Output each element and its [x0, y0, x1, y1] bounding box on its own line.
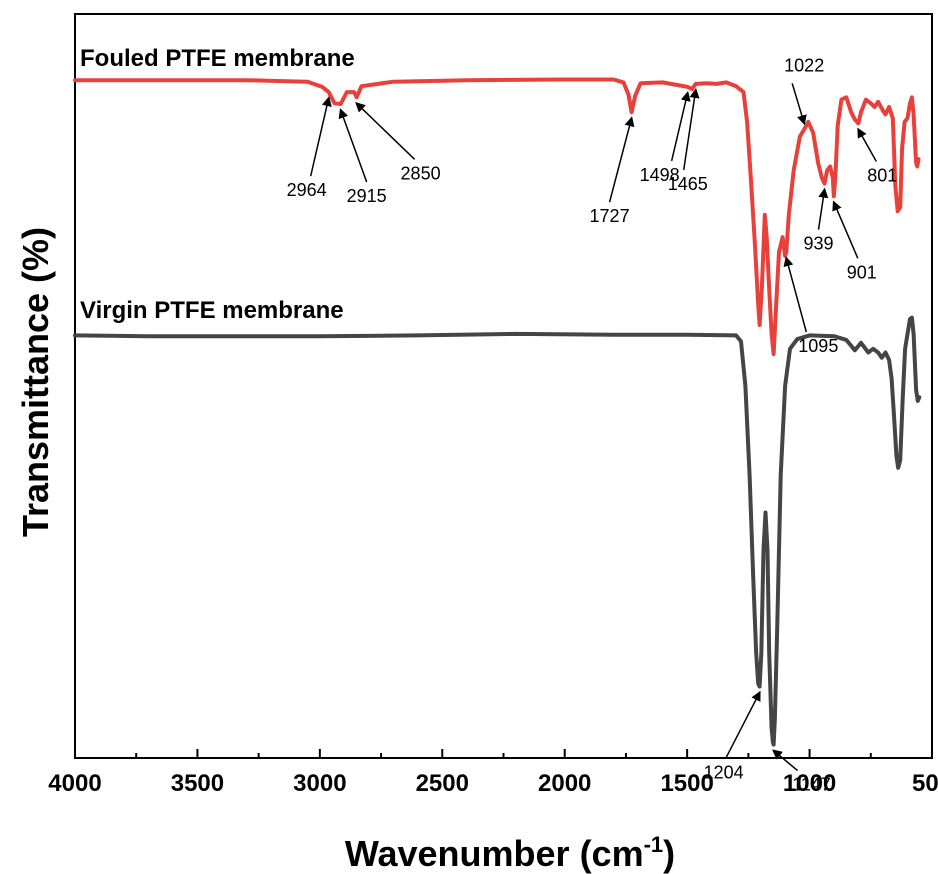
plot-border: [74, 13, 933, 759]
peak-annotation-1147: 1147: [772, 749, 831, 795]
y-axis-title: Transmittance (%): [15, 227, 56, 537]
peak-arrow: [682, 87, 700, 171]
x-tick-label: 4000: [48, 770, 101, 797]
series-line-fouled: [73, 77, 921, 356]
x-tick-label: 1000: [783, 770, 836, 797]
peak-arrow: [309, 96, 332, 177]
x-tick-label: 1500: [660, 770, 713, 797]
peak-label: 1147: [792, 775, 831, 795]
x-axis-tick-labels: 4000 3500 3000 2500 2000 1500 1000 500: [48, 770, 938, 797]
peak-arrow: [817, 187, 829, 230]
series-lines: [73, 77, 922, 747]
peak-annotation-801: 801: [857, 127, 897, 185]
peak-label: 2964: [287, 180, 327, 200]
x-tick-label: 500: [912, 770, 938, 797]
peak-label: 1465: [668, 174, 708, 194]
peak-label: 1727: [590, 206, 630, 226]
x-axis-title: Wavenumber (cm-1): [345, 832, 675, 874]
peak-annotation-2915: 2915: [338, 108, 387, 206]
peak-annotation-1095: 1095: [783, 256, 838, 356]
series-line-virgin: [73, 315, 922, 747]
peak-annotation-1498: 1498: [640, 90, 691, 185]
plot-frame: [74, 13, 933, 759]
peak-annotation-2850: 2850: [355, 101, 441, 183]
peak-label: 2915: [347, 186, 387, 206]
peak-annotation-1022: 1022: [784, 55, 824, 126]
peak-arrow: [355, 101, 416, 160]
series-labels: Fouled PTFE membrane Virgin PTFE membrane: [80, 45, 355, 324]
peak-label: 1022: [784, 55, 824, 75]
peak-label: 2850: [401, 163, 441, 183]
peak-label: 1498: [640, 165, 680, 185]
peak-arrow: [832, 200, 859, 259]
peak-arrow: [724, 690, 761, 759]
peak-annotation-901: 901: [832, 200, 877, 282]
peak-annotation-1465: 1465: [668, 87, 708, 194]
x-tick-label: 2500: [416, 770, 469, 797]
peak-arrow: [338, 108, 368, 183]
peak-arrow: [857, 127, 877, 162]
x-tick-label: 2000: [538, 770, 591, 797]
peak-label: 939: [803, 234, 833, 254]
peak-arrow: [783, 256, 808, 333]
peak-arrow: [791, 83, 807, 126]
peak-annotation-939: 939: [803, 187, 834, 254]
peak-label: 1095: [798, 336, 838, 356]
series-label-virgin: Virgin PTFE membrane: [80, 297, 344, 324]
peak-label: 801: [867, 165, 897, 185]
x-tick-label: 3000: [293, 770, 346, 797]
peak-annotation-2964: 2964: [287, 96, 332, 200]
x-axis-title-superscript: -1: [644, 832, 664, 857]
peak-arrow: [772, 749, 799, 772]
x-tick-label: 3500: [171, 770, 224, 797]
peak-label: 1204: [704, 763, 744, 783]
peak-annotation-1204: 1204: [704, 690, 761, 783]
series-label-fouled: Fouled PTFE membrane: [80, 45, 355, 72]
peak-label: 901: [847, 262, 877, 282]
peak-arrow: [608, 116, 635, 203]
x-axis-ticks: [74, 749, 933, 758]
peak-arrow: [670, 90, 691, 162]
peak-annotation-1727: 1727: [590, 116, 635, 226]
